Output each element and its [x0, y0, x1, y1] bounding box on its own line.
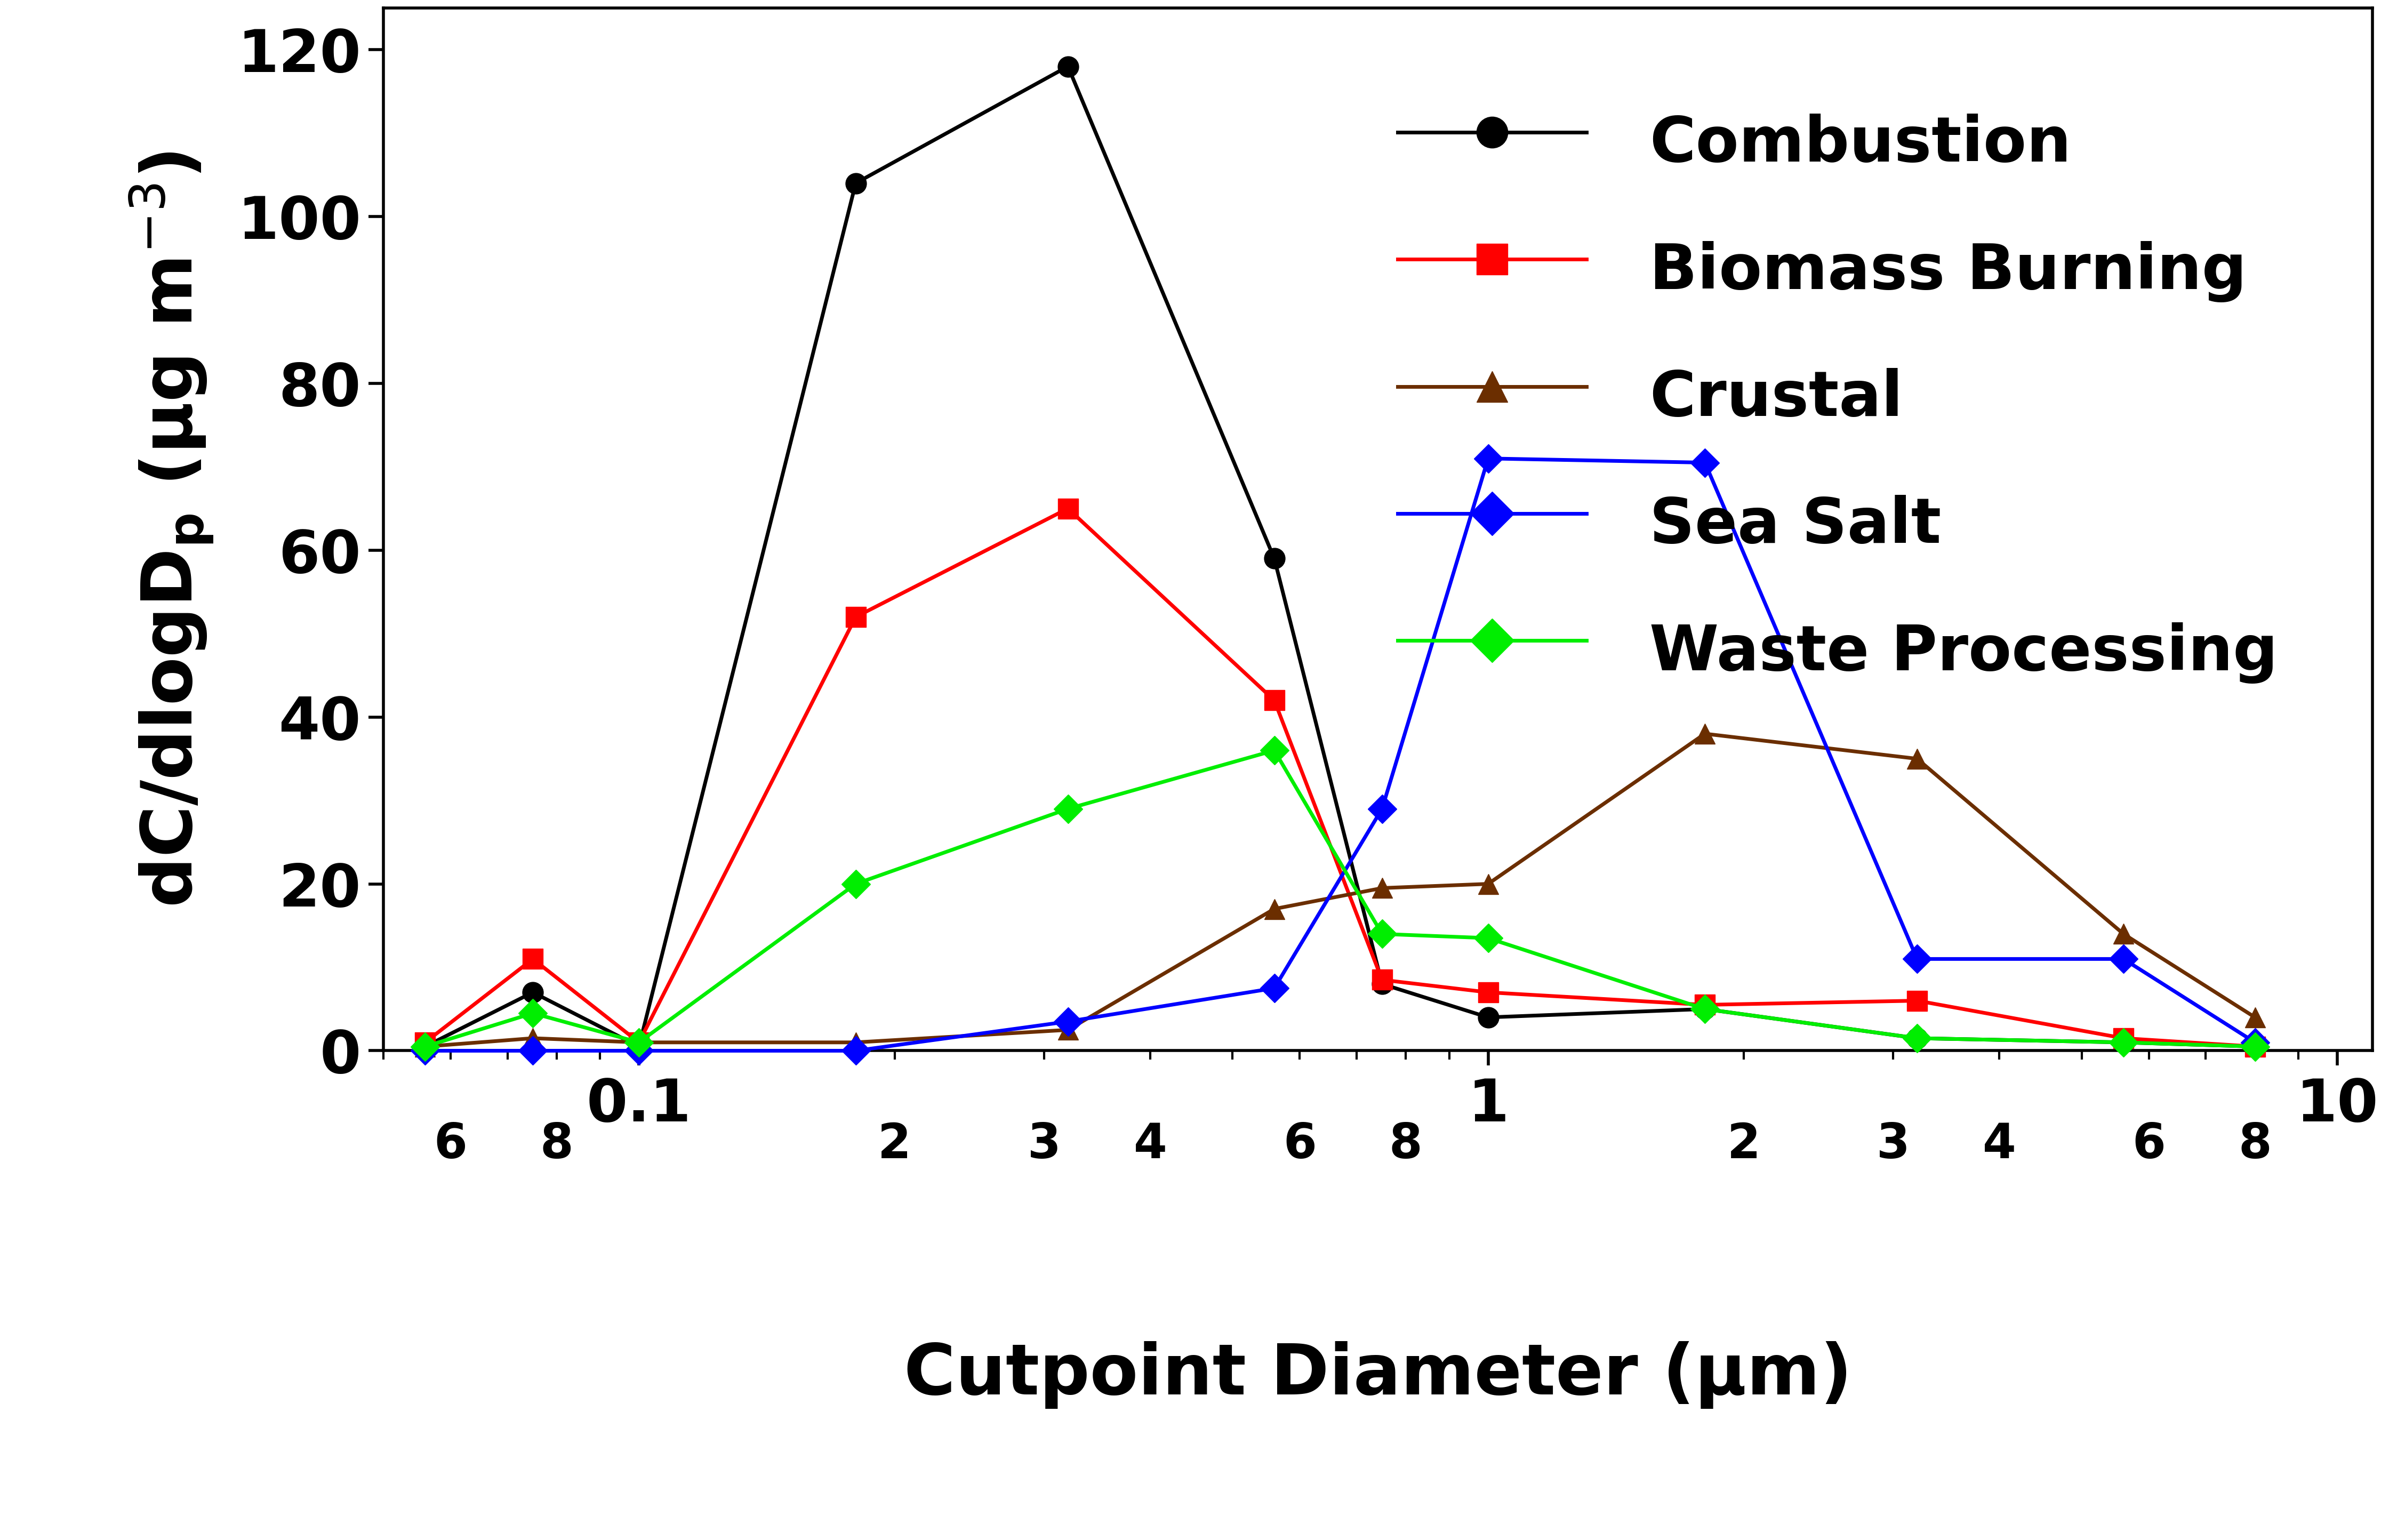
Biomass Burning [518, 950, 547, 969]
Text: 6: 6 [2133, 1121, 2167, 1169]
Sea Salt [624, 1041, 652, 1060]
Waste Processing [2241, 1038, 2270, 1056]
Text: 2: 2 [877, 1121, 910, 1169]
Sea Salt [1474, 450, 1503, 468]
Crustal [1054, 1021, 1082, 1040]
Combustion [518, 983, 547, 1001]
Combustion [1474, 1009, 1503, 1027]
Crustal [2109, 924, 2138, 942]
Waste Processing [1259, 741, 1288, 759]
Combustion [1369, 975, 1398, 993]
Crustal [1369, 879, 1398, 898]
Biomass Burning [1474, 983, 1503, 1001]
Text: 3: 3 [1878, 1121, 1911, 1169]
Line: Crustal: Crustal [416, 724, 2265, 1056]
Sea Salt [1054, 1012, 1082, 1030]
Text: 8: 8 [2238, 1121, 2272, 1169]
Text: 2: 2 [1727, 1121, 1761, 1169]
Waste Processing [1054, 799, 1082, 818]
Text: 4: 4 [1132, 1121, 1166, 1169]
Crustal [841, 1033, 870, 1052]
Sea Salt [2109, 950, 2138, 969]
Legend: Combustion, Biomass Burning, Crustal, Sea Salt, Waste Processing: Combustion, Biomass Burning, Crustal, Se… [1335, 40, 2341, 752]
Sea Salt [1902, 950, 1930, 969]
Text: 8: 8 [540, 1121, 573, 1169]
Line: Combustion: Combustion [416, 55, 2265, 1056]
Combustion [1054, 57, 1082, 75]
Crustal [1902, 750, 1930, 768]
Crustal [2241, 1009, 2270, 1027]
Biomass Burning [1902, 992, 1930, 1010]
Waste Processing [518, 1004, 547, 1023]
Biomass Burning [411, 1033, 440, 1052]
Text: 3: 3 [1027, 1121, 1061, 1169]
Combustion [2109, 1033, 2138, 1052]
Text: 8: 8 [1388, 1121, 1421, 1169]
Text: 6: 6 [435, 1121, 468, 1169]
Combustion [1259, 550, 1288, 568]
Crustal [411, 1038, 440, 1056]
Waste Processing [2109, 1033, 2138, 1052]
Waste Processing [411, 1038, 440, 1056]
Biomass Burning [2241, 1038, 2270, 1056]
Biomass Burning [624, 1033, 652, 1052]
Sea Salt [411, 1041, 440, 1060]
Biomass Burning [1259, 691, 1288, 710]
Waste Processing [1691, 999, 1720, 1018]
Biomass Burning [1369, 970, 1398, 989]
Crustal [1474, 875, 1503, 893]
Waste Processing [1369, 924, 1398, 942]
Y-axis label: dC/dlogD$_\mathregular{p}$ ($\mathregular{\mu}$g m$^{-3}$): dC/dlogD$_\mathregular{p}$ ($\mathregula… [127, 151, 215, 907]
Combustion [411, 1038, 440, 1056]
Line: Biomass Burning: Biomass Burning [416, 497, 2265, 1056]
Crustal [624, 1033, 652, 1052]
Combustion [1691, 999, 1720, 1018]
Crustal [1691, 724, 1720, 742]
Waste Processing [1474, 929, 1503, 947]
Biomass Burning [2109, 1029, 2138, 1047]
Crustal [518, 1029, 547, 1047]
Sea Salt [1369, 799, 1398, 818]
Sea Salt [518, 1041, 547, 1060]
Waste Processing [841, 875, 870, 893]
Sea Salt [1691, 453, 1720, 471]
Combustion [2241, 1038, 2270, 1056]
Sea Salt [841, 1041, 870, 1060]
Combustion [624, 1038, 652, 1056]
Sea Salt [2241, 1033, 2270, 1052]
Waste Processing [624, 1033, 652, 1052]
Waste Processing [1902, 1029, 1930, 1047]
Line: Waste Processing: Waste Processing [416, 741, 2265, 1056]
Biomass Burning [841, 608, 870, 627]
Sea Salt [1259, 979, 1288, 998]
Crustal [1259, 899, 1288, 918]
X-axis label: Cutpoint Diameter (μm): Cutpoint Diameter (μm) [903, 1341, 1851, 1409]
Text: 6: 6 [1283, 1121, 1316, 1169]
Combustion [1902, 1029, 1930, 1047]
Text: 4: 4 [1983, 1121, 2016, 1169]
Biomass Burning [1691, 995, 1720, 1013]
Line: Sea Salt: Sea Salt [416, 448, 2265, 1061]
Biomass Burning [1054, 499, 1082, 517]
Combustion [841, 174, 870, 192]
